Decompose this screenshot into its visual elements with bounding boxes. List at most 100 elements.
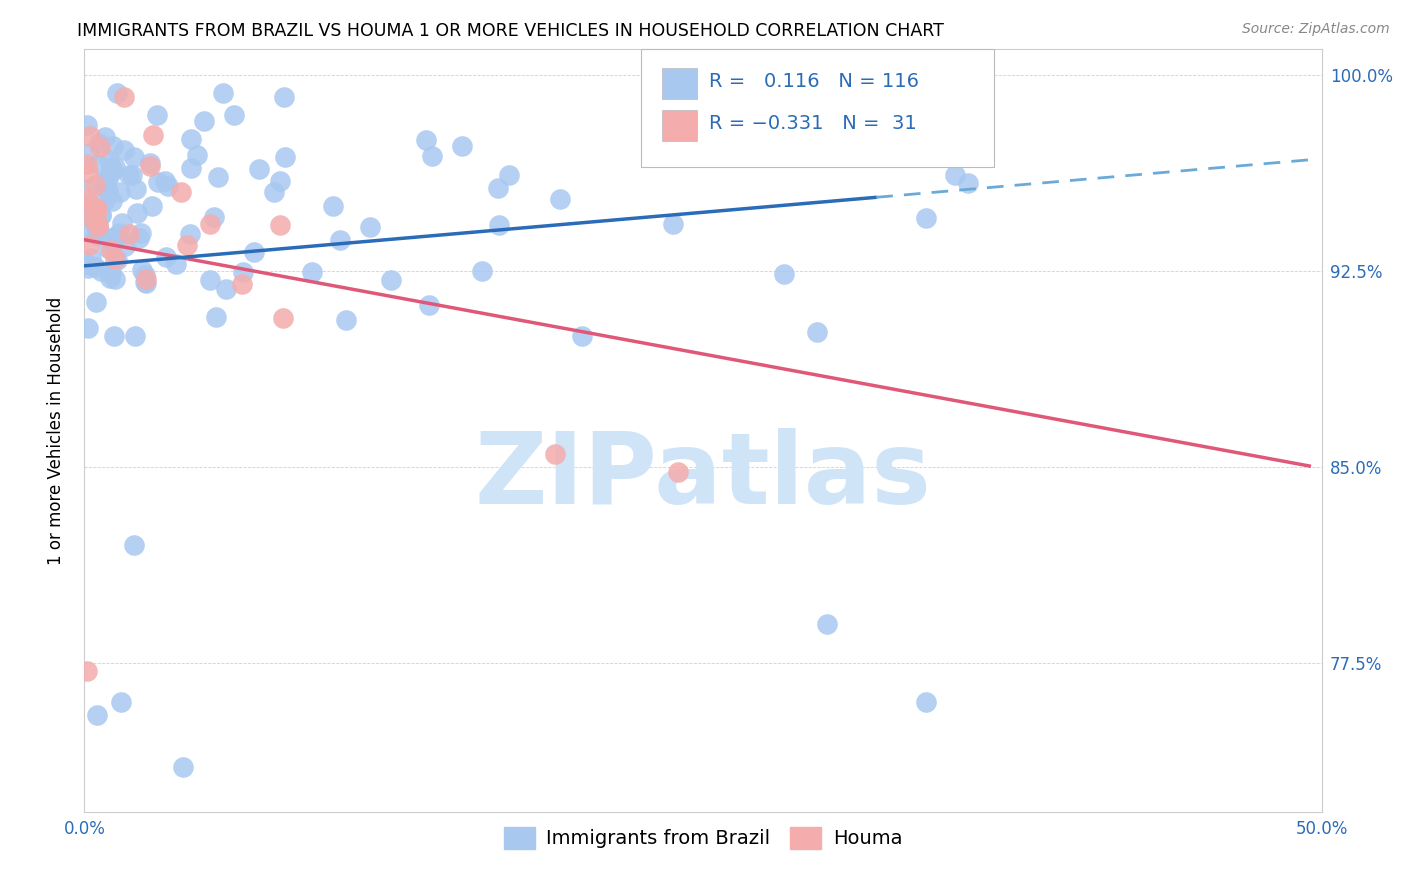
Point: [108, 185, 131, 199]
Point: [418, 298, 440, 312]
Legend: Immigrants from Brazil, Houma: Immigrants from Brazil, Houma: [496, 819, 910, 857]
Point: [141, 199, 163, 213]
Point: [128, 231, 150, 245]
Point: [101, 139, 124, 153]
Point: [105, 86, 128, 100]
Point: [273, 310, 295, 325]
Point: [415, 133, 437, 147]
Point: [155, 174, 177, 188]
Point: [76, 118, 98, 132]
Point: [222, 108, 245, 122]
Point: [943, 169, 966, 183]
Point: [471, 264, 494, 278]
Point: [93, 180, 115, 194]
Point: [101, 231, 124, 245]
Point: [79, 252, 101, 266]
Point: [138, 156, 160, 170]
Point: [118, 168, 141, 182]
Point: [269, 174, 291, 188]
Point: [155, 250, 177, 264]
Point: [148, 175, 170, 189]
Point: [193, 113, 215, 128]
Point: [247, 162, 270, 177]
Point: [84, 295, 107, 310]
Bar: [662, 68, 697, 99]
Point: [94, 174, 117, 188]
Point: [273, 90, 295, 104]
Text: R =   0.116   N = 116: R = 0.116 N = 116: [709, 72, 920, 91]
Point: [101, 163, 124, 178]
Point: [180, 132, 202, 146]
Point: [138, 160, 160, 174]
Point: [84, 218, 107, 232]
Point: [420, 149, 443, 163]
Point: [134, 275, 156, 289]
Point: [84, 227, 107, 242]
Point: [134, 268, 156, 282]
Point: [104, 252, 127, 267]
Point: [104, 272, 127, 286]
Point: [172, 760, 194, 774]
Point: [84, 207, 107, 221]
Point: [98, 169, 121, 183]
Point: [202, 210, 225, 224]
Point: [359, 220, 381, 235]
Point: [329, 233, 352, 247]
Point: [543, 447, 565, 461]
Point: [571, 329, 593, 343]
Point: [90, 264, 112, 278]
Point: [725, 120, 748, 135]
Point: [84, 202, 107, 217]
Point: [87, 219, 110, 233]
Point: [914, 211, 936, 225]
Bar: [662, 110, 697, 141]
Point: [76, 257, 98, 271]
Point: [100, 160, 122, 174]
Point: [114, 238, 136, 252]
Point: [335, 313, 357, 327]
Point: [76, 202, 98, 217]
Point: [110, 695, 132, 709]
Y-axis label: 1 or more Vehicles in Household: 1 or more Vehicles in Household: [46, 296, 65, 565]
Text: R = −0.331   N =  31: R = −0.331 N = 31: [709, 114, 917, 133]
Point: [90, 208, 112, 222]
Point: [97, 184, 120, 198]
Point: [107, 228, 129, 243]
Point: [450, 139, 472, 153]
Point: [86, 219, 108, 233]
Point: [87, 223, 110, 237]
Point: [82, 211, 104, 226]
Point: [498, 169, 520, 183]
Point: [107, 226, 129, 240]
Point: [263, 185, 285, 199]
Point: [79, 129, 101, 144]
Point: [87, 157, 110, 171]
Point: [97, 241, 120, 255]
Point: [121, 169, 143, 183]
Point: [89, 136, 111, 151]
Point: [104, 160, 127, 174]
Point: [957, 176, 980, 190]
Point: [82, 212, 104, 227]
Point: [274, 149, 297, 163]
Point: [198, 217, 221, 231]
Point: [232, 265, 254, 279]
Point: [165, 257, 187, 271]
Point: [124, 182, 146, 196]
FancyBboxPatch shape: [641, 49, 994, 168]
Point: [100, 194, 122, 208]
Point: [77, 146, 100, 161]
Point: [86, 708, 108, 723]
Point: [127, 206, 149, 220]
Point: [269, 218, 291, 232]
Point: [77, 165, 100, 179]
Point: [111, 216, 134, 230]
Point: [914, 695, 936, 709]
Point: [77, 238, 100, 252]
Point: [94, 193, 117, 207]
Point: [131, 262, 153, 277]
Point: [93, 129, 115, 144]
Point: [76, 320, 98, 334]
Point: [550, 192, 572, 206]
Point: [231, 277, 253, 292]
